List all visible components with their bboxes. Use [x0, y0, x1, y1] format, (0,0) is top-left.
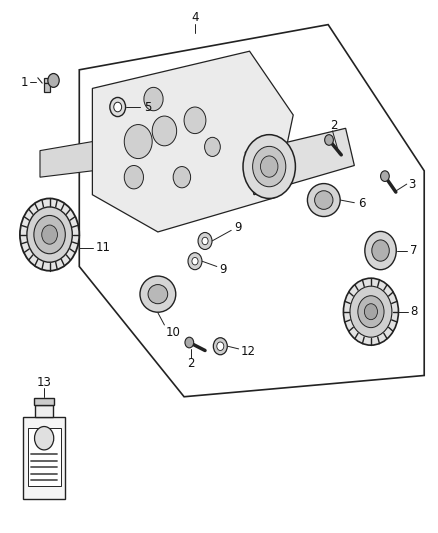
- Circle shape: [110, 98, 126, 117]
- Circle shape: [261, 156, 278, 177]
- Circle shape: [217, 342, 224, 351]
- Ellipse shape: [314, 191, 333, 209]
- Circle shape: [48, 74, 59, 87]
- Text: 6: 6: [358, 197, 366, 211]
- Circle shape: [381, 171, 389, 181]
- Text: 10: 10: [166, 326, 180, 339]
- Bar: [28, 427, 60, 486]
- Circle shape: [205, 138, 220, 157]
- Circle shape: [20, 198, 79, 271]
- Polygon shape: [92, 51, 293, 232]
- Circle shape: [253, 147, 286, 187]
- Circle shape: [173, 166, 191, 188]
- Ellipse shape: [140, 276, 176, 312]
- Text: 8: 8: [410, 305, 417, 318]
- Circle shape: [358, 296, 384, 328]
- Text: 11: 11: [95, 241, 110, 254]
- Circle shape: [192, 257, 198, 265]
- Ellipse shape: [307, 183, 340, 216]
- Ellipse shape: [365, 231, 396, 270]
- Circle shape: [184, 107, 206, 134]
- Circle shape: [343, 278, 399, 345]
- Circle shape: [185, 337, 194, 348]
- Circle shape: [42, 225, 57, 244]
- Text: 9: 9: [234, 221, 241, 234]
- Text: 2: 2: [187, 357, 194, 370]
- Text: 12: 12: [241, 345, 256, 358]
- Text: 2: 2: [330, 118, 337, 132]
- Circle shape: [152, 116, 177, 146]
- Circle shape: [350, 286, 392, 337]
- Circle shape: [364, 304, 378, 320]
- Circle shape: [124, 165, 144, 189]
- Circle shape: [144, 87, 163, 111]
- Circle shape: [213, 338, 227, 355]
- Text: 5: 5: [145, 101, 152, 114]
- Polygon shape: [44, 78, 57, 83]
- Text: 7: 7: [410, 244, 417, 257]
- Polygon shape: [245, 128, 354, 195]
- Circle shape: [27, 207, 72, 262]
- Circle shape: [34, 215, 65, 254]
- Circle shape: [188, 253, 202, 270]
- Ellipse shape: [148, 285, 168, 304]
- Text: 13: 13: [37, 376, 52, 389]
- Circle shape: [114, 102, 122, 112]
- Bar: [23, 417, 65, 499]
- Bar: [34, 398, 54, 405]
- Circle shape: [124, 125, 152, 159]
- Text: 9: 9: [219, 263, 227, 276]
- Circle shape: [35, 426, 54, 450]
- Circle shape: [202, 237, 208, 245]
- Bar: [35, 405, 53, 417]
- Circle shape: [198, 232, 212, 249]
- Text: 1: 1: [21, 76, 28, 88]
- Circle shape: [243, 135, 295, 198]
- Circle shape: [325, 135, 333, 146]
- Polygon shape: [44, 83, 49, 92]
- Text: 3: 3: [408, 177, 416, 191]
- Ellipse shape: [372, 240, 389, 261]
- Polygon shape: [40, 142, 92, 177]
- Text: 4: 4: [191, 11, 199, 24]
